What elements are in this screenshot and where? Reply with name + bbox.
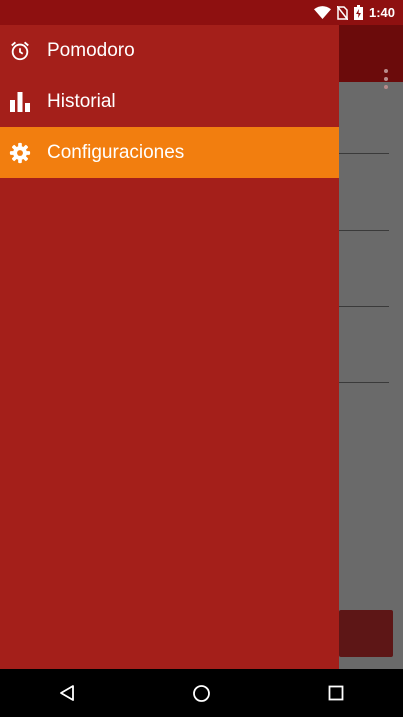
drawer-item-label: Pomodoro xyxy=(47,39,135,61)
system-nav-bar xyxy=(0,669,403,717)
alarm-clock-icon xyxy=(9,40,31,62)
status-time: 1:40 xyxy=(368,5,395,20)
recents-icon[interactable] xyxy=(316,673,356,713)
list-divider xyxy=(339,230,389,231)
drawer-item-historial[interactable]: Historial xyxy=(0,76,339,127)
wifi-icon xyxy=(313,6,331,19)
drawer-item-label: Configuraciones xyxy=(47,141,185,163)
bar-chart-icon xyxy=(9,91,31,113)
overflow-menu-icon[interactable] xyxy=(383,69,389,89)
drawer-item-label: Historial xyxy=(47,90,116,112)
drawer-menu: Pomodoro Historial xyxy=(0,25,339,178)
drawer-item-configuraciones[interactable]: Configuraciones xyxy=(0,127,339,178)
app-action-button[interactable] xyxy=(339,610,393,657)
navigation-drawer: Pomodoro Historial xyxy=(0,25,339,669)
no-sim-icon xyxy=(336,5,348,20)
status-bar: 1:40 xyxy=(0,0,403,25)
battery-charging-icon xyxy=(353,5,363,20)
list-divider xyxy=(339,306,389,307)
home-icon[interactable] xyxy=(181,673,221,713)
drawer-item-pomodoro[interactable]: Pomodoro xyxy=(0,25,339,76)
back-icon[interactable] xyxy=(47,673,87,713)
gear-icon xyxy=(9,142,31,164)
list-divider xyxy=(339,382,389,383)
list-divider xyxy=(339,153,389,154)
